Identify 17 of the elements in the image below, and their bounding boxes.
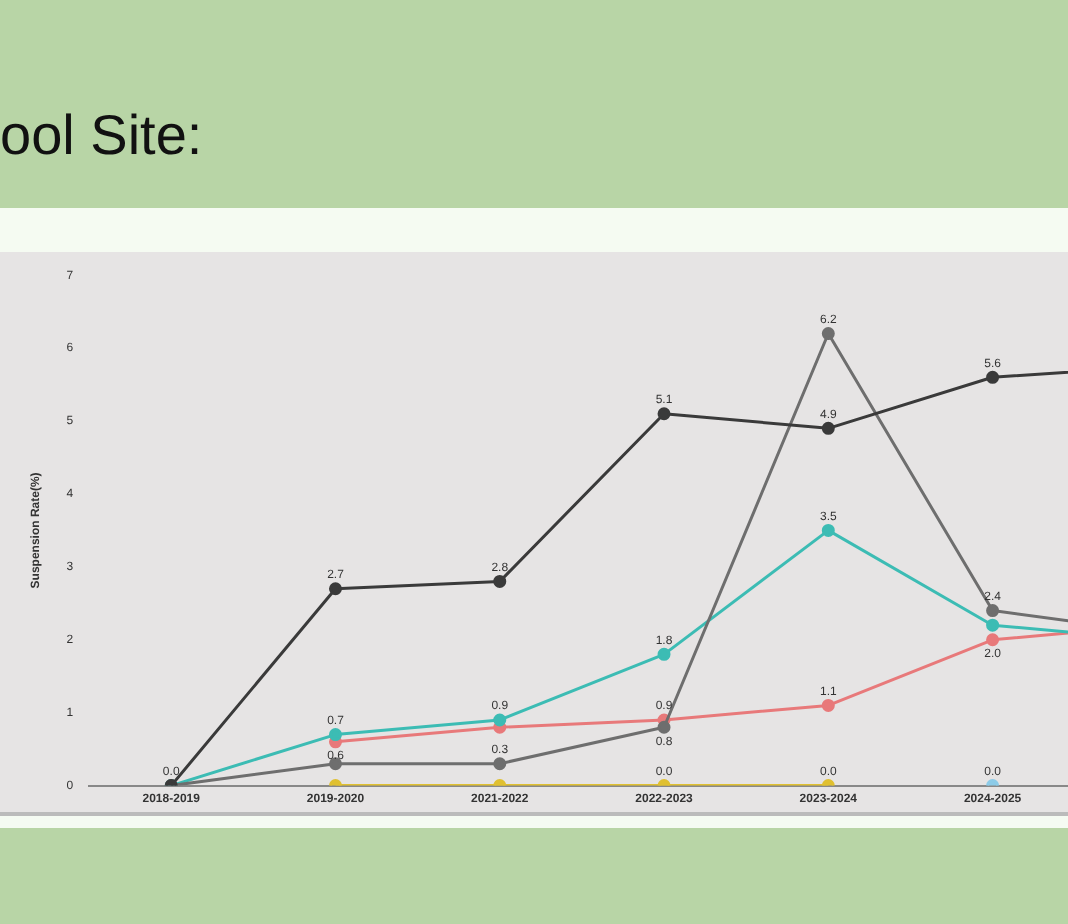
point — [657, 647, 671, 661]
chart-title: ool Site: — [0, 104, 203, 168]
point — [657, 720, 671, 734]
point — [821, 698, 835, 712]
point — [328, 582, 342, 596]
point — [986, 633, 1000, 647]
point — [986, 370, 1000, 384]
point — [493, 713, 507, 727]
point — [657, 407, 671, 421]
point — [328, 728, 342, 742]
point — [821, 327, 835, 341]
point — [493, 574, 507, 588]
point — [493, 757, 507, 771]
point — [821, 421, 835, 435]
point — [986, 618, 1000, 632]
point — [986, 604, 1000, 618]
point — [821, 523, 835, 537]
